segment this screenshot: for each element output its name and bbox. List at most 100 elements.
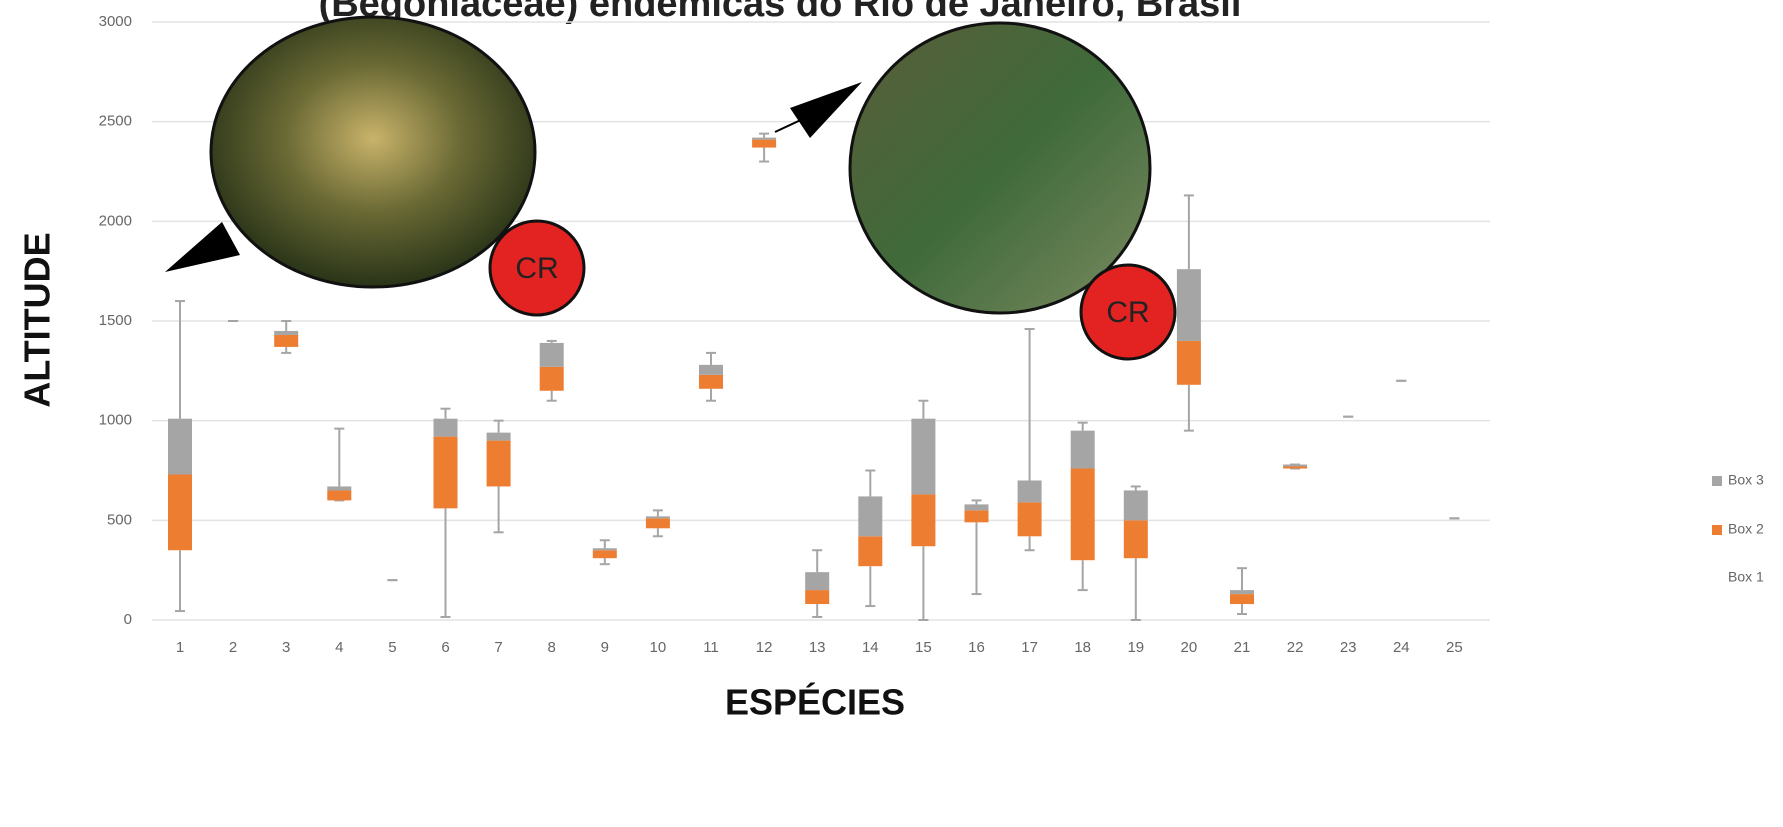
x-tick-label: 1: [176, 639, 184, 656]
box-segment: [858, 536, 882, 566]
box-segment: [752, 140, 776, 148]
x-tick-label: 18: [1074, 639, 1091, 656]
x-axis-title: ESPÉCIES: [725, 682, 905, 723]
box-segment: [327, 486, 351, 490]
box-segment: [1230, 594, 1254, 604]
box-segment: [646, 518, 670, 528]
legend-swatch: [1712, 573, 1722, 583]
box-segment: [805, 590, 829, 604]
box-segment: [168, 474, 192, 550]
y-tick-label: 500: [107, 511, 132, 528]
box-segment: [699, 375, 723, 389]
box-segment: [965, 510, 989, 522]
box-segment: [540, 391, 564, 620]
box-segment: [1389, 381, 1413, 620]
box-segment: [1283, 465, 1307, 467]
y-axis-title: ALTITUDE: [17, 232, 58, 407]
x-tick-label: 17: [1021, 639, 1038, 656]
box-segment: [911, 494, 935, 546]
box-segment: [380, 580, 404, 620]
badge-label: CR: [1106, 296, 1149, 329]
box-segment: [593, 558, 617, 620]
box-segment: [699, 389, 723, 620]
y-tick-label: 1000: [99, 412, 132, 429]
box-segment: [1230, 590, 1254, 594]
box-segment: [1177, 269, 1201, 341]
chart: (Begoniaceae) endêmicas do Rio de Janeir…: [0, 0, 1783, 827]
x-tick-label: 10: [650, 639, 667, 656]
x-tick-label: 19: [1127, 639, 1144, 656]
x-tick-label: 3: [282, 639, 290, 656]
box-segment: [1124, 520, 1148, 558]
y-tick-label: 3000: [99, 13, 132, 30]
box-segment: [1071, 469, 1095, 561]
box-segment: [1018, 502, 1042, 536]
cr-badge: CR: [1081, 265, 1175, 359]
box-segment: [327, 500, 351, 620]
legend-label: Box 3: [1728, 472, 1764, 488]
x-tick-label: 4: [335, 639, 343, 656]
legend-label: Box 2: [1728, 521, 1764, 537]
cr-badge: CR: [490, 221, 584, 315]
box-segment: [1124, 490, 1148, 520]
x-tick-label: 21: [1234, 639, 1251, 656]
x-tick-label: 23: [1340, 639, 1357, 656]
x-tick-label: 8: [548, 639, 556, 656]
box-segment: [1336, 417, 1360, 620]
box-segment: [1071, 431, 1095, 469]
box-segment: [965, 504, 989, 510]
box-segment: [540, 343, 564, 367]
box-segment: [274, 347, 298, 620]
box-segment: [805, 572, 829, 590]
box-segment: [1442, 518, 1466, 620]
photo-leaf: [775, 23, 1150, 313]
photo-flower: [165, 17, 535, 287]
box-segment: [274, 331, 298, 335]
box-segment: [221, 321, 245, 620]
legend-label: Box 1: [1728, 569, 1764, 585]
box-segment: [1283, 467, 1307, 469]
box-segment: [1283, 469, 1307, 620]
box-segment: [646, 516, 670, 518]
box-segment: [858, 496, 882, 536]
x-tick-label: 25: [1446, 639, 1463, 656]
x-tick-label: 22: [1287, 639, 1304, 656]
box-segment: [1177, 341, 1201, 385]
y-tick-label: 2000: [99, 212, 132, 229]
y-tick-label: 1500: [99, 312, 132, 329]
box-segment: [752, 138, 776, 140]
x-tick-label: 7: [494, 639, 502, 656]
x-tick-label: 24: [1393, 639, 1410, 656]
x-tick-label: 20: [1181, 639, 1198, 656]
box-segment: [911, 419, 935, 495]
box-segment: [487, 441, 511, 487]
x-tick-label: 14: [862, 639, 879, 656]
box-segment: [699, 365, 723, 375]
box-segment: [168, 419, 192, 475]
y-tick-label: 0: [124, 611, 132, 628]
box-segment: [434, 437, 458, 509]
legend-swatch: [1712, 525, 1722, 535]
x-tick-label: 15: [915, 639, 932, 656]
box-segment: [752, 148, 776, 620]
y-tick-label: 2500: [99, 113, 132, 130]
box-segment: [274, 335, 298, 347]
box-segment: [646, 528, 670, 620]
box-segment: [1018, 480, 1042, 502]
box-segment: [434, 419, 458, 437]
x-tick-label: 2: [229, 639, 237, 656]
box-segment: [487, 433, 511, 441]
x-tick-label: 13: [809, 639, 826, 656]
box-segment: [540, 367, 564, 391]
legend-swatch: [1712, 476, 1722, 486]
box-segment: [593, 550, 617, 558]
x-tick-label: 9: [601, 639, 609, 656]
x-tick-label: 12: [756, 639, 773, 656]
box-segment: [593, 548, 617, 550]
x-tick-label: 11: [703, 639, 719, 656]
box-segment: [327, 490, 351, 500]
x-tick-label: 6: [441, 639, 449, 656]
x-tick-label: 16: [968, 639, 985, 656]
badge-label: CR: [515, 252, 558, 285]
x-tick-label: 5: [388, 639, 396, 656]
